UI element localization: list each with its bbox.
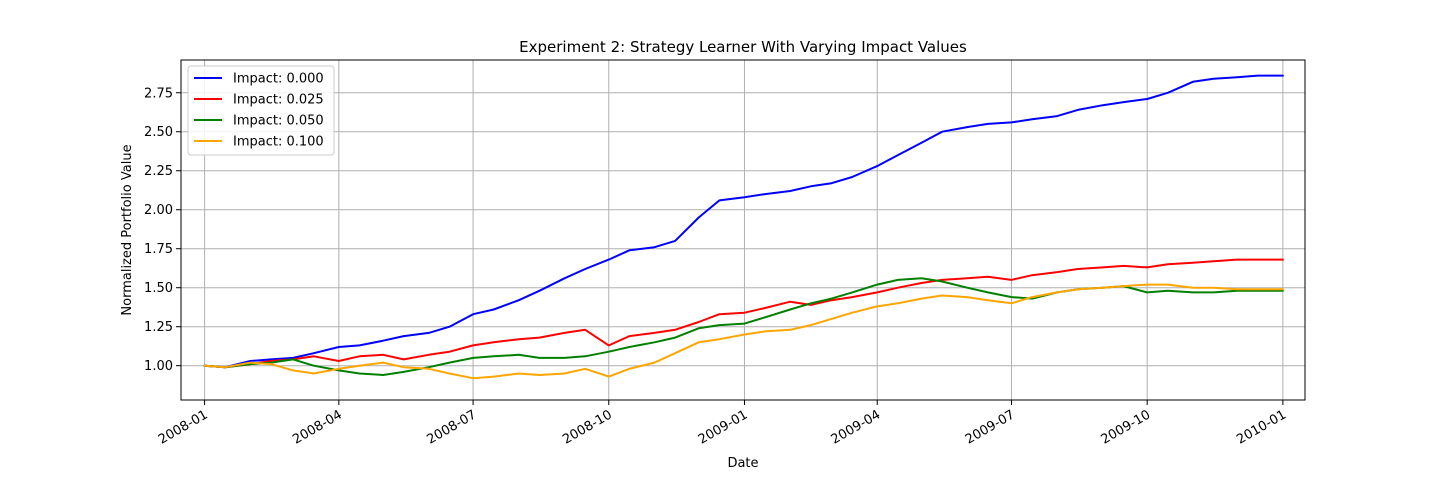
x-tick-label: 2009-10 bbox=[1099, 407, 1154, 447]
y-tick-label: 2.75 bbox=[144, 86, 173, 101]
x-axis: 2008-01 2008-04 2008-07 2008-10 2009-01 2009-… bbox=[156, 400, 1289, 448]
y-tick-label: 1.50 bbox=[144, 281, 173, 296]
x-tick-label: 2009-04 bbox=[829, 407, 884, 447]
legend-label: Impact: 0.100 bbox=[233, 135, 324, 150]
legend-box bbox=[187, 65, 335, 156]
y-tick-label: 2.00 bbox=[144, 203, 173, 218]
x-axis-title: Date bbox=[727, 456, 758, 471]
series-line-1 bbox=[203, 74, 1284, 369]
x-tick-label: 2009-01 bbox=[696, 407, 751, 447]
y-axis-title: Normalized Portfolio Value bbox=[120, 144, 135, 315]
y-tick-label: 1.00 bbox=[144, 359, 173, 374]
y-axis: 1.00 1.25 1.50 1.75 2.00 2.25 2.50 2.75 bbox=[144, 86, 181, 374]
series-line-4 bbox=[203, 283, 1284, 380]
y-tick-label: 2.25 bbox=[144, 164, 173, 179]
y-tick-label: 1.75 bbox=[144, 242, 173, 257]
legend-label: Impact: 0.000 bbox=[233, 72, 324, 87]
series-line-2 bbox=[203, 258, 1284, 369]
series-layer bbox=[203, 74, 1284, 380]
plot-area-frame bbox=[180, 59, 1306, 401]
legend-label: Impact: 0.025 bbox=[233, 93, 324, 108]
x-tick-label: 2008-04 bbox=[290, 407, 345, 447]
x-tick-label: 2008-07 bbox=[425, 407, 480, 447]
x-tick-label: 2009-07 bbox=[963, 407, 1018, 447]
x-tick-label: 2008-01 bbox=[156, 407, 211, 447]
x-tick-label: 2008-10 bbox=[560, 407, 615, 447]
x-tick-label: 2010-01 bbox=[1234, 407, 1289, 447]
legend: Impact: 0.000 Impact: 0.025 Impact: 0.050 I… bbox=[187, 65, 335, 156]
y-tick-label: 2.50 bbox=[144, 125, 173, 140]
y-tick-label: 1.25 bbox=[144, 320, 173, 335]
chart-title: Experiment 2: Strategy Learner With Vary… bbox=[519, 38, 967, 56]
legend-label: Impact: 0.050 bbox=[233, 114, 324, 129]
grid bbox=[181, 60, 1305, 400]
